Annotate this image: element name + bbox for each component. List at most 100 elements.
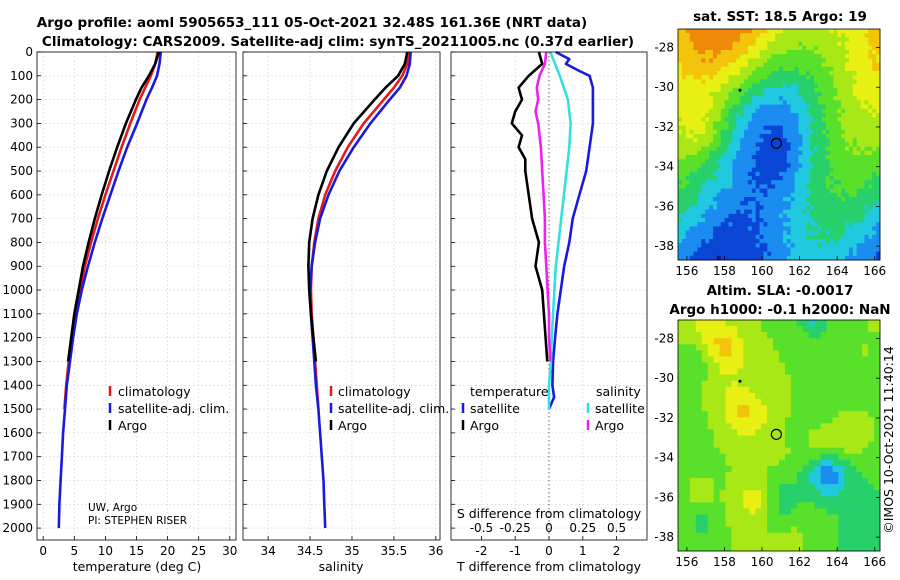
map-cell [683, 453, 691, 461]
map-cell [856, 441, 863, 449]
map-cell [798, 58, 803, 63]
map-cell [759, 129, 764, 135]
legend-label-s-argo: Argo [595, 418, 624, 433]
map-cell [773, 423, 780, 430]
map-cell [709, 29, 714, 34]
map-cell [829, 247, 834, 252]
map-cell [713, 411, 720, 418]
map-cell [701, 125, 706, 131]
map-cell [813, 222, 819, 227]
map-cell [744, 50, 749, 55]
map-cell [701, 58, 706, 63]
map-cell [868, 33, 873, 38]
map-cell [705, 50, 710, 55]
map-cell [740, 251, 745, 257]
map-cell [806, 255, 811, 261]
map-cell [862, 478, 869, 485]
map-cell [798, 176, 803, 181]
map-cell [844, 496, 851, 503]
map-cell [852, 155, 858, 160]
map-cell [833, 243, 838, 248]
map-cell [719, 453, 726, 461]
map-cell [689, 171, 694, 177]
map-cell [782, 188, 788, 194]
map-cell [810, 58, 815, 63]
map-cell [720, 226, 726, 231]
map-cell [728, 45, 733, 51]
map-cell [725, 471, 732, 479]
map-cell [837, 197, 842, 202]
map-cell [790, 243, 795, 248]
map-cell [740, 138, 745, 143]
map-cell [705, 142, 710, 147]
map-cell [862, 423, 869, 430]
map-cell [761, 368, 768, 376]
series-salinity-satellite [547, 51, 572, 410]
map-cell [712, 209, 718, 215]
map-cell [725, 459, 732, 467]
map-cell [833, 205, 838, 210]
map-cell [751, 209, 757, 215]
map-cell [808, 374, 816, 382]
map-cell [786, 83, 792, 89]
map-cell [860, 41, 865, 47]
map-cell [773, 411, 780, 418]
map-cell [798, 71, 803, 76]
map-cell [681, 129, 687, 135]
map-cell [685, 171, 691, 177]
map-cell [712, 71, 718, 76]
map-cell [813, 58, 819, 63]
map-cell [749, 320, 756, 327]
map-cell [856, 100, 861, 105]
map-cell [832, 502, 839, 509]
map-cell [850, 520, 857, 528]
map-cell [713, 478, 720, 485]
map-cell [808, 386, 816, 394]
map-cell [693, 87, 698, 93]
map-cell [779, 155, 784, 160]
map-cell [689, 417, 697, 424]
map-cell [852, 222, 858, 227]
map-cell [761, 374, 768, 382]
map-cell [874, 441, 881, 449]
map-cell [837, 142, 842, 147]
map-cell [712, 142, 718, 147]
map-cell [802, 471, 810, 479]
map-cell [790, 247, 795, 252]
map-cell [782, 213, 788, 219]
map-cell [681, 247, 687, 252]
map-cell [732, 29, 737, 34]
map-cell [856, 163, 861, 168]
map-cell [743, 478, 750, 485]
map-cell [731, 356, 738, 363]
map-cell [740, 234, 745, 240]
map-cell [820, 429, 827, 436]
map-cell [767, 255, 772, 261]
map-cell [850, 471, 857, 479]
map-cell [720, 205, 726, 210]
map-cell [683, 496, 691, 503]
map-cell [825, 171, 830, 177]
map-cell [790, 453, 798, 461]
map-cell [712, 247, 718, 252]
map-cell [759, 33, 764, 38]
map-cell [825, 184, 830, 189]
map-cell [825, 201, 830, 206]
map-cell [817, 113, 823, 118]
map-cell [716, 251, 722, 257]
map-cell [759, 58, 764, 63]
map-cell [779, 508, 786, 515]
map-cell [874, 411, 881, 418]
map-cell [716, 129, 722, 135]
map-cell [810, 79, 815, 84]
map-cell [689, 544, 697, 552]
map-cell [709, 50, 714, 55]
map-cell [720, 104, 726, 110]
map-cell [678, 209, 683, 215]
map-cell [862, 538, 869, 546]
y-tick-label: 1300 [2, 354, 33, 368]
map-cell [856, 121, 861, 126]
map-cell [806, 163, 811, 168]
map-cell [724, 62, 729, 68]
map-cell [697, 138, 702, 143]
